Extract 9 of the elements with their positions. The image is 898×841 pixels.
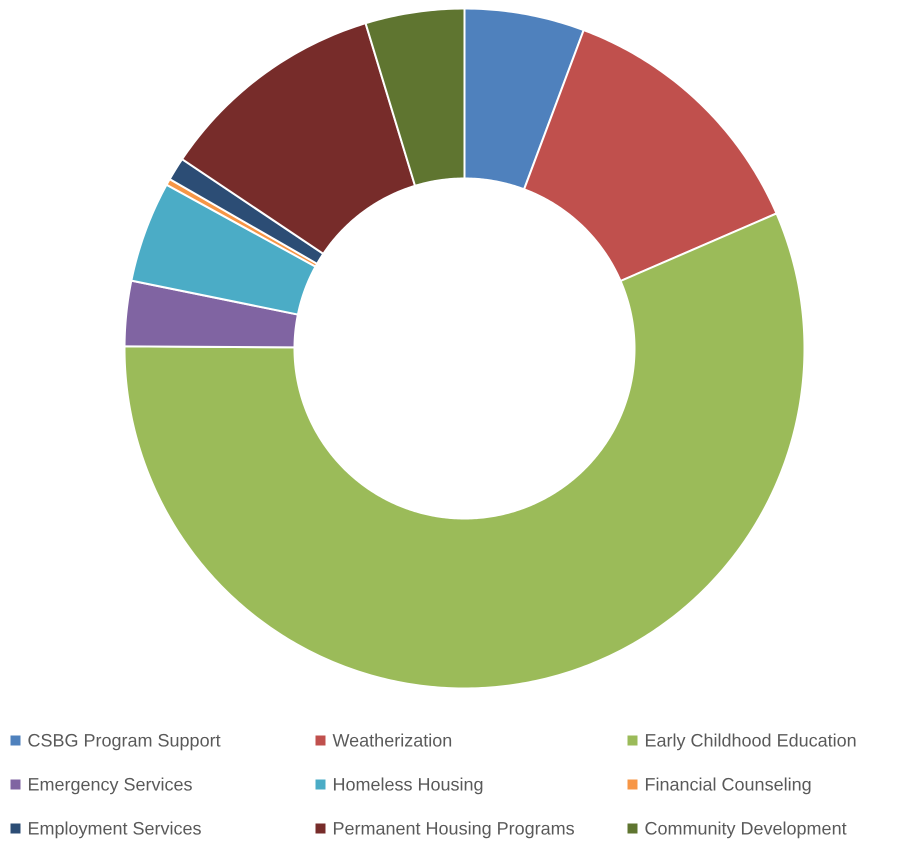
- legend-label: Community Development: [644, 818, 847, 838]
- legend-label: Employment Services: [28, 818, 202, 838]
- legend-label: Emergency Services: [28, 774, 193, 794]
- legend-label: Weatherization: [332, 730, 452, 750]
- legend-label: Financial Counseling: [644, 774, 812, 794]
- legend-label: Permanent Housing Programs: [332, 818, 575, 838]
- legend-label: CSBG Program Support: [28, 730, 221, 750]
- legend-label: Early Childhood Education: [644, 730, 857, 750]
- legend-label: Homeless Housing: [332, 774, 484, 794]
